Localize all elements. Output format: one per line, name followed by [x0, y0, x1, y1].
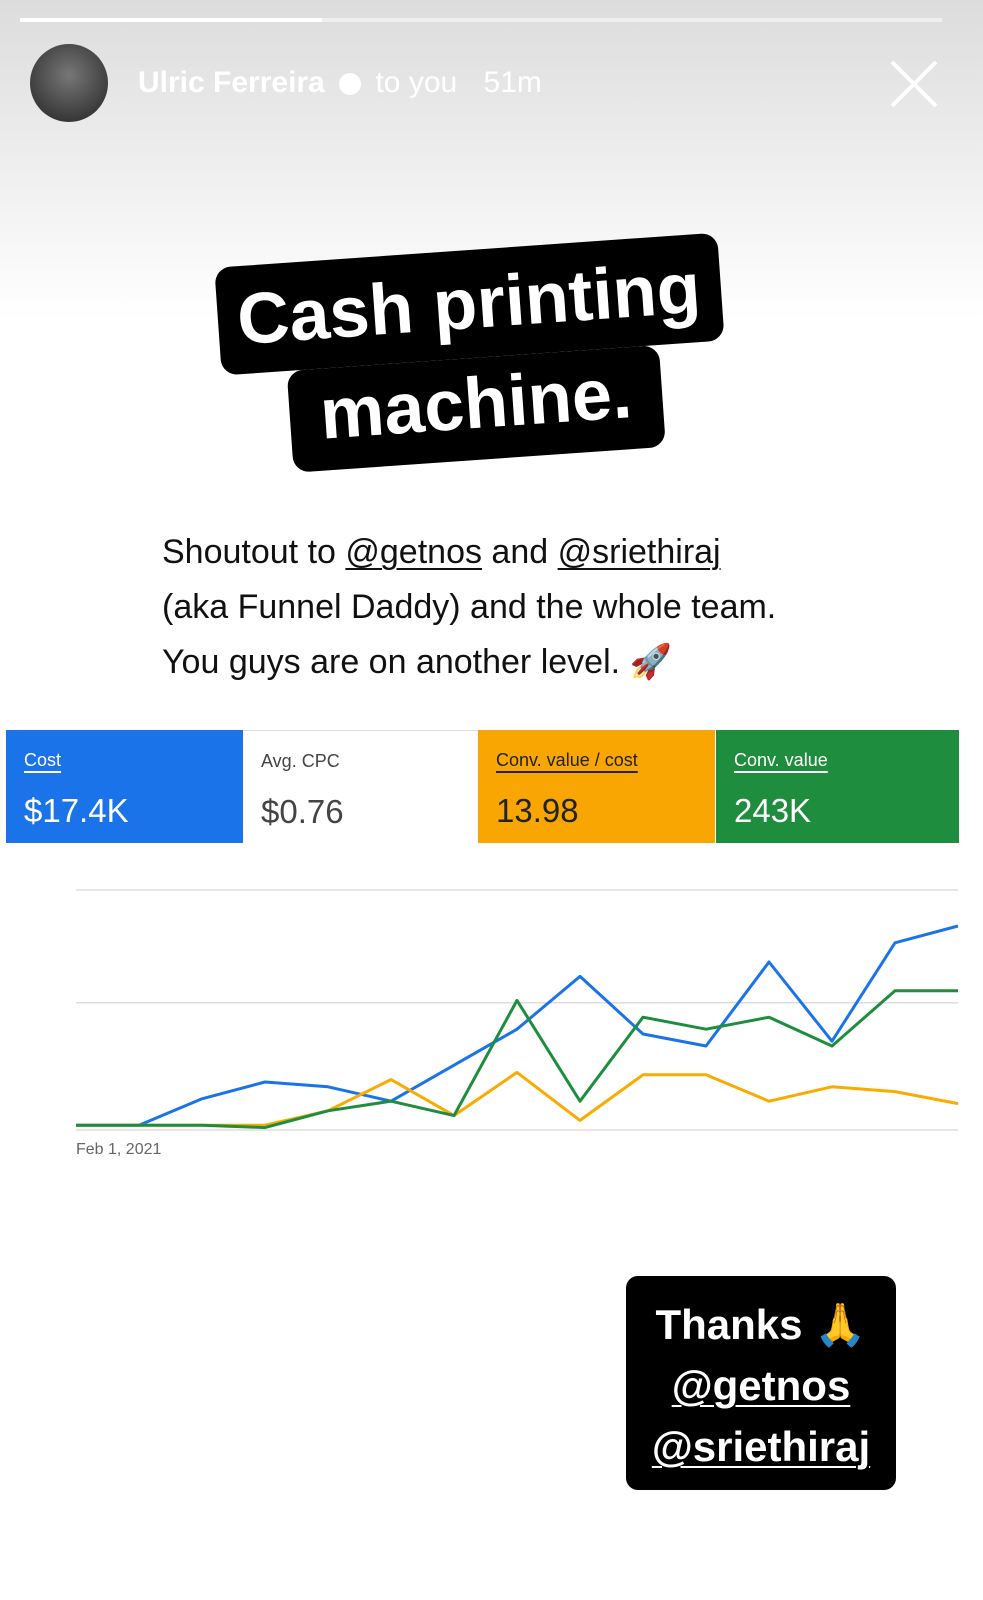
mention[interactable]: @sriethiraj [651, 1423, 871, 1470]
chart: Feb 1, 2021 [76, 889, 959, 1158]
close-button[interactable] [888, 58, 940, 110]
metric-card[interactable]: Avg. CPC $0.76 [243, 730, 480, 844]
thanks-sticker: Thanks 🙏 @getnos @sriethiraj [626, 1276, 896, 1490]
metric-value: 13.98 [496, 792, 579, 829]
caption-text: Shoutout to [162, 533, 346, 571]
mention[interactable]: @sriethiraj [557, 533, 721, 571]
caption: Shoutout to @getnos and @sriethiraj (aka… [162, 525, 776, 690]
avatar[interactable] [30, 44, 108, 122]
metric-card[interactable]: Conv. value / cost 13.98 [478, 730, 715, 843]
series-line [76, 989, 958, 1130]
thanks-text: Thanks 🙏 [655, 1301, 867, 1348]
metric-label: Avg. CPC [261, 751, 340, 771]
series-line [76, 1070, 959, 1127]
metric-card[interactable]: Conv. value 243K [716, 730, 959, 843]
series-line [76, 924, 959, 1127]
caption-text: You guys are on another level. 🚀 [162, 643, 672, 681]
metric-value: $0.76 [261, 793, 344, 830]
metric-value: 243K [734, 792, 812, 829]
metric-value: $17.4K [24, 792, 129, 829]
metric-label: Conv. value / cost [496, 750, 638, 770]
sticker: Cash printing machine. [178, 230, 766, 480]
audience: to you [375, 66, 458, 99]
metric-label: Conv. value [734, 750, 828, 770]
progress-bar [20, 18, 322, 22]
metric-card[interactable]: Cost $17.4K [6, 730, 243, 843]
mention[interactable]: @getnos [671, 1362, 851, 1409]
caption-text: and [481, 533, 558, 571]
mention[interactable]: @getnos [345, 533, 482, 571]
verified-badge [339, 73, 362, 96]
story-header: Ulric Ferreira to you 51m [138, 66, 542, 100]
progress-track [20, 18, 942, 22]
time: 51m [483, 66, 542, 99]
x-tick-label: Feb 1, 2021 [76, 1141, 162, 1158]
user-name[interactable]: Ulric Ferreira [138, 66, 325, 99]
caption-text: (aka Funnel Daddy) and the whole team. [162, 588, 777, 626]
metric-label: Cost [24, 750, 62, 770]
